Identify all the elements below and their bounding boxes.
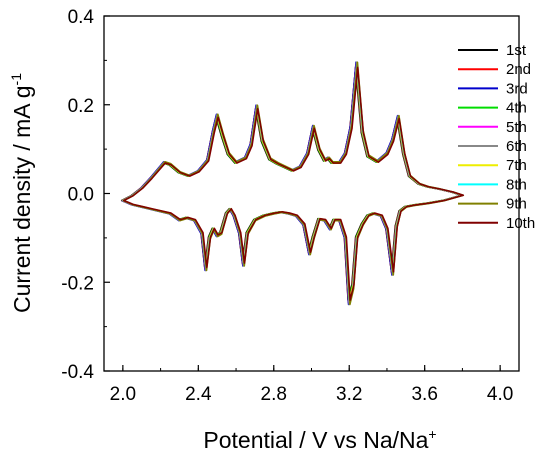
y-tick-label: 0.2 xyxy=(68,96,94,117)
y-axis-title-superscript: -1 xyxy=(8,73,24,86)
x-tick-label: 2.8 xyxy=(261,384,287,405)
y-tick-label: 0.4 xyxy=(68,7,95,28)
series-line-1st xyxy=(120,66,463,301)
x-axis: 2.0 2.4 2.8 3.2 3.6 4.0 xyxy=(110,365,513,405)
legend-label: 7th xyxy=(506,157,527,174)
y-axis-title: Current density / mA g-1 xyxy=(8,73,35,313)
series-line-6th xyxy=(122,61,464,306)
legend-label: 4th xyxy=(506,100,527,117)
x-tick-label: 2.0 xyxy=(110,384,136,405)
y-axis: -0.4 -0.2 0.0 0.2 0.4 xyxy=(61,7,110,383)
legend-label: 2nd xyxy=(506,61,531,78)
x-tick-label: 3.6 xyxy=(411,384,437,405)
legend-label: 6th xyxy=(506,138,527,155)
x-axis-title: Potential / V vs Na/Na+ xyxy=(203,426,436,453)
legend-label: 5th xyxy=(506,119,527,136)
legend: 1st 2nd 3rd 4th 5th 6th 7th 8th 9th 10th xyxy=(458,42,535,232)
y-tick-label: -0.2 xyxy=(61,273,94,294)
legend-label: 3rd xyxy=(506,80,528,97)
x-axis-title-superscript: + xyxy=(428,426,436,442)
legend-label: 1st xyxy=(506,42,527,59)
series-line-8th xyxy=(122,64,464,304)
legend-label: 8th xyxy=(506,176,527,193)
series-line-4th xyxy=(121,66,463,301)
legend-label: 9th xyxy=(506,196,527,213)
series-line-3rd xyxy=(121,61,463,306)
y-tick-label: 0.0 xyxy=(68,185,94,206)
series-line-7th xyxy=(122,66,464,301)
cv-curves xyxy=(120,61,465,306)
series-line-9th xyxy=(122,61,464,306)
series-line-5th xyxy=(121,64,463,304)
y-tick-label: -0.4 xyxy=(61,362,94,383)
legend-label: 10th xyxy=(506,215,535,232)
x-tick-label: 2.4 xyxy=(185,384,212,405)
series-line-2nd xyxy=(121,64,463,304)
x-tick-label: 3.2 xyxy=(336,384,362,405)
x-tick-label: 4.0 xyxy=(487,384,513,405)
series-line-10th xyxy=(122,66,465,301)
